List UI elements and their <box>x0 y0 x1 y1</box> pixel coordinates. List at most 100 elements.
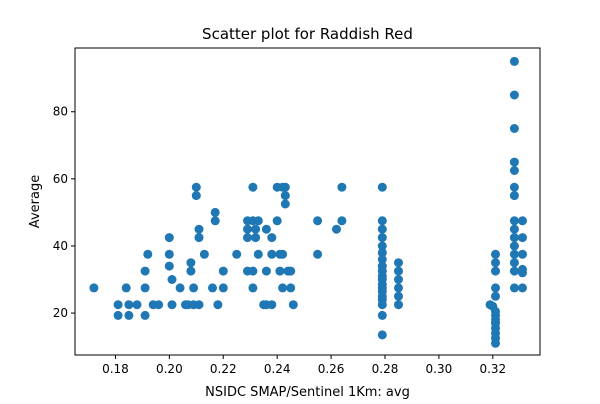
y-tick-label: 20 <box>53 306 68 320</box>
data-point <box>213 300 223 310</box>
data-point <box>518 233 527 243</box>
data-point <box>509 241 519 251</box>
data-point <box>248 283 258 293</box>
y-tick-label: 80 <box>53 105 68 119</box>
data-point <box>143 249 153 259</box>
data-point <box>491 338 500 348</box>
data-point <box>167 275 177 284</box>
data-point <box>491 283 500 293</box>
data-point <box>248 266 258 276</box>
x-tick-label: 0.26 <box>318 362 345 376</box>
data-point <box>286 266 296 276</box>
data-point <box>210 216 220 226</box>
data-point <box>509 266 519 276</box>
data-point <box>286 283 296 293</box>
data-point <box>140 283 150 293</box>
data-point <box>509 191 519 201</box>
data-point <box>509 283 519 293</box>
data-point <box>194 224 204 234</box>
data-point <box>275 266 285 276</box>
data-point <box>509 124 519 133</box>
data-point <box>191 182 201 192</box>
data-point <box>509 233 519 243</box>
data-point <box>251 224 261 234</box>
data-point <box>194 300 204 310</box>
data-points <box>89 56 527 348</box>
data-point <box>154 300 164 310</box>
data-point <box>124 300 134 310</box>
data-point <box>377 300 387 310</box>
y-tick-label: 40 <box>53 239 68 253</box>
data-point <box>261 224 271 234</box>
data-point <box>313 249 323 259</box>
data-point <box>124 310 134 320</box>
data-point <box>218 283 228 293</box>
data-point <box>280 199 290 209</box>
data-point <box>377 216 387 226</box>
data-point <box>337 216 347 226</box>
data-point <box>377 182 387 192</box>
data-point <box>509 157 519 167</box>
data-point <box>394 283 403 293</box>
data-point <box>251 233 261 243</box>
x-tick-label: 0.20 <box>156 362 183 376</box>
data-point <box>267 233 277 243</box>
data-point <box>199 249 209 259</box>
data-point <box>394 258 403 268</box>
data-point <box>164 261 174 271</box>
data-point <box>253 216 263 226</box>
data-point <box>164 233 174 243</box>
x-tick-label: 0.32 <box>479 362 506 376</box>
x-tick-label: 0.22 <box>210 362 237 376</box>
data-point <box>164 249 174 259</box>
data-point <box>509 258 519 268</box>
data-point <box>509 56 519 66</box>
data-point <box>518 249 527 259</box>
x-tick-label: 0.18 <box>102 362 129 376</box>
data-point <box>253 249 263 259</box>
data-point <box>113 300 123 310</box>
data-point <box>377 254 387 264</box>
data-point <box>210 207 220 217</box>
data-point <box>132 300 142 310</box>
data-point <box>377 330 387 340</box>
data-point <box>509 249 519 259</box>
data-point <box>394 266 403 276</box>
data-point <box>509 224 519 234</box>
data-point <box>280 182 290 192</box>
data-point <box>167 300 177 310</box>
data-point <box>491 258 500 268</box>
data-point <box>261 266 271 276</box>
data-point <box>194 233 204 243</box>
data-point <box>189 283 199 293</box>
data-point <box>140 266 150 276</box>
data-point <box>208 283 217 293</box>
data-point <box>113 310 123 320</box>
data-point <box>267 300 277 310</box>
data-point <box>89 283 99 293</box>
data-point <box>394 291 403 301</box>
data-point <box>394 275 403 284</box>
x-tick-label: 0.30 <box>426 362 453 376</box>
data-point <box>491 291 500 301</box>
x-tick-label: 0.28 <box>372 362 399 376</box>
plot-frame <box>74 47 541 356</box>
data-point <box>243 233 252 243</box>
data-point <box>337 182 347 192</box>
x-tick-label: 0.24 <box>264 362 291 376</box>
data-point <box>175 283 185 293</box>
data-point <box>288 300 298 310</box>
data-point <box>491 266 500 276</box>
data-point <box>218 266 228 276</box>
data-point <box>491 249 500 259</box>
chart-title: Scatter plot for Raddish Red <box>202 25 413 43</box>
data-point <box>509 182 519 192</box>
data-point <box>377 233 387 243</box>
data-point <box>509 166 519 175</box>
x-axis-label: NSIDC SMAP/Sentinel 1Km: avg <box>205 385 410 400</box>
x-axis-ticks: 0.18 0.20 0.22 0.24 0.26 0.28 0.30 0.32 <box>102 355 506 376</box>
data-point <box>278 249 288 259</box>
